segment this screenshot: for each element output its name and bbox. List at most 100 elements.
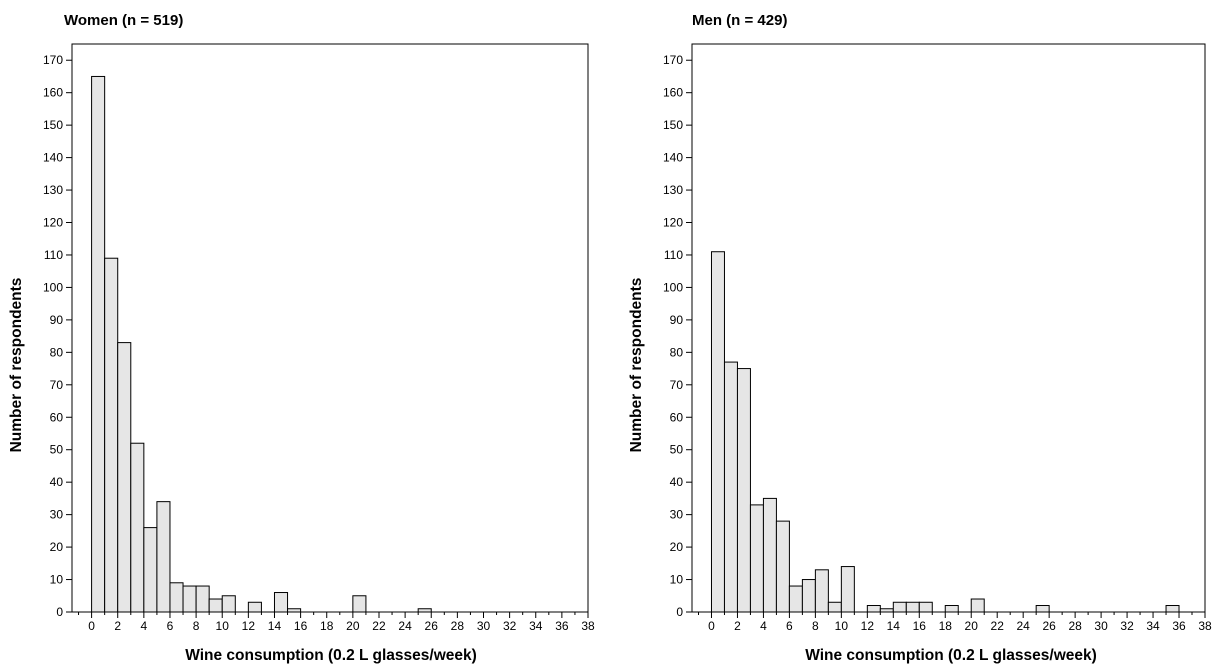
x-tick-label: 14	[268, 619, 282, 633]
histogram-bar	[208, 598, 223, 613]
x-tick-label: 16	[913, 619, 927, 633]
histogram-bar	[775, 520, 790, 613]
histogram-bar	[91, 75, 106, 613]
y-tick-label: 150	[43, 118, 63, 132]
y-tick-label: 150	[663, 118, 683, 132]
x-tick-label: 26	[425, 619, 439, 633]
x-tick-label: 4	[760, 619, 767, 633]
x-tick-label: 10	[835, 619, 849, 633]
y-tick-label: 130	[43, 183, 63, 197]
chart-panel-men: Men (n = 429) Number of respondents Wine…	[620, 0, 1223, 668]
y-tick-label: 140	[663, 151, 683, 165]
histogram-bar	[117, 342, 132, 613]
histogram-bar	[195, 585, 210, 613]
histogram-bar	[710, 251, 725, 613]
histogram-bar	[944, 605, 959, 613]
x-tick-label: 38	[581, 619, 595, 633]
histogram-bar	[723, 361, 738, 613]
x-tick-label: 8	[193, 619, 200, 633]
histogram-bar	[736, 368, 751, 613]
x-tick-label: 38	[1198, 619, 1212, 633]
y-tick-label: 100	[43, 280, 63, 294]
x-tick-label: 36	[1172, 619, 1186, 633]
y-tick-label: 80	[50, 345, 64, 359]
y-tick-label: 100	[663, 280, 683, 294]
histogram-bar	[352, 595, 367, 613]
histogram-bar	[918, 601, 933, 613]
x-tick-label: 16	[294, 619, 308, 633]
x-tick-label: 4	[141, 619, 148, 633]
x-tick-label: 2	[734, 619, 741, 633]
x-tick-label: 22	[372, 619, 386, 633]
histogram-bar	[287, 608, 302, 613]
chart-title: Men (n = 429)	[692, 12, 788, 29]
x-tick-label: 24	[1016, 619, 1030, 633]
y-tick-label: 160	[43, 86, 63, 100]
y-tick-label: 110	[44, 248, 63, 262]
y-tick-label: 140	[43, 151, 63, 165]
histogram-bar	[801, 579, 816, 613]
x-tick-label: 26	[1042, 619, 1056, 633]
x-tick-label: 30	[1094, 619, 1108, 633]
histogram-bar	[788, 585, 803, 613]
y-tick-label: 50	[50, 443, 64, 457]
x-axis-label: Wine consumption (0.2 L glasses/week)	[185, 647, 477, 664]
y-tick-label: 60	[670, 410, 684, 424]
y-tick-label: 110	[664, 248, 683, 262]
y-tick-label: 120	[43, 216, 63, 230]
y-tick-label: 40	[50, 475, 64, 489]
x-tick-label: 18	[939, 619, 953, 633]
histogram-bar	[169, 582, 184, 613]
histogram-bar	[814, 569, 829, 613]
histogram-bar	[762, 497, 777, 613]
histogram-bar	[417, 608, 432, 613]
y-tick-label: 20	[50, 540, 64, 554]
histogram-plot: 0102030405060708090100110120130140150160…	[43, 43, 595, 633]
y-tick-label: 130	[663, 183, 683, 197]
x-tick-label: 22	[991, 619, 1005, 633]
y-tick-label: 70	[670, 378, 684, 392]
x-tick-label: 0	[708, 619, 715, 633]
histogram-bar	[156, 501, 171, 613]
histogram-bar	[104, 257, 119, 613]
y-tick-label: 170	[43, 53, 63, 67]
x-tick-label: 0	[88, 619, 95, 633]
x-tick-label: 18	[320, 619, 334, 633]
x-tick-label: 34	[529, 619, 543, 633]
y-tick-label: 30	[670, 508, 684, 522]
histogram-bar	[1165, 605, 1180, 613]
histogram-bar	[905, 601, 920, 613]
y-tick-label: 90	[50, 313, 64, 327]
histogram-bar	[221, 595, 236, 613]
x-tick-label: 6	[167, 619, 174, 633]
y-tick-label: 0	[56, 605, 63, 619]
x-tick-label: 12	[242, 619, 256, 633]
chart-title: Women (n = 519)	[64, 12, 184, 29]
x-tick-label: 32	[503, 619, 517, 633]
x-tick-label: 28	[451, 619, 465, 633]
histogram-bar	[840, 566, 855, 613]
x-tick-label: 14	[887, 619, 901, 633]
x-tick-label: 34	[1146, 619, 1160, 633]
plot-frame	[71, 43, 589, 613]
histogram-bar	[1035, 605, 1050, 613]
x-tick-label: 8	[812, 619, 819, 633]
histogram-bar	[247, 601, 262, 613]
histogram-bar	[749, 504, 764, 613]
y-tick-label: 50	[670, 443, 684, 457]
histogram-bar	[182, 585, 197, 613]
x-tick-label: 30	[477, 619, 491, 633]
histogram-bar	[892, 601, 907, 613]
y-tick-label: 60	[50, 410, 64, 424]
histogram-plot: 0102030405060708090100110120130140150160…	[663, 43, 1212, 633]
histogram-bar	[879, 608, 894, 613]
y-tick-label: 30	[50, 508, 64, 522]
y-tick-label: 120	[663, 216, 683, 230]
histogram-bar	[970, 598, 985, 613]
y-tick-label: 170	[663, 53, 683, 67]
y-tick-label: 90	[670, 313, 684, 327]
x-tick-label: 20	[346, 619, 360, 633]
histogram-bar	[143, 527, 158, 613]
x-tick-label: 6	[786, 619, 793, 633]
x-tick-label: 36	[555, 619, 569, 633]
